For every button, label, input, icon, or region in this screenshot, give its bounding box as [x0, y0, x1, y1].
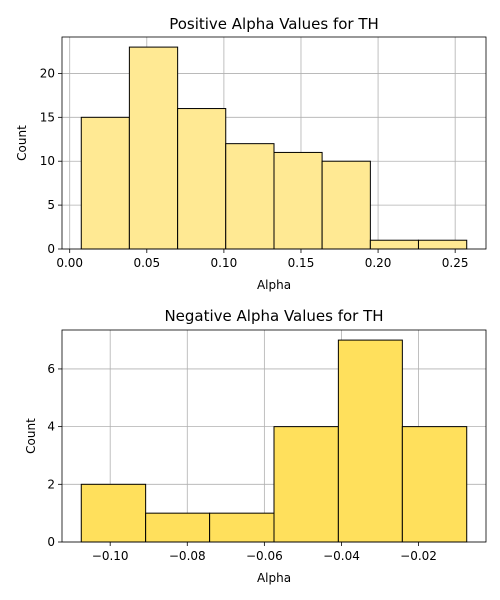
plot-frame [61, 36, 487, 250]
negative-alpha-histogram: −0.10 −0.08 −0.06 −0.04 −0.02 0 2 4 6 Negative Al… [24, 307, 487, 585]
chart-title: Positive Alpha Values for TH [169, 15, 379, 33]
y-tick-label: 0 [47, 242, 55, 256]
histogram-bar [128, 46, 179, 250]
histogram-bar [80, 116, 130, 250]
y-tick-label: 2 [47, 477, 55, 491]
histogram-bar [369, 239, 419, 250]
x-tick-label: 0.15 [288, 256, 315, 270]
y-tick-label: 6 [47, 362, 55, 376]
x-tick-label: 0.05 [133, 256, 160, 270]
x-tick-label: −0.02 [400, 549, 437, 563]
histogram-bar [273, 426, 339, 543]
y-tick-label: 0 [47, 535, 55, 549]
histogram-bar [225, 143, 275, 250]
plot-frame [61, 329, 487, 543]
x-tick-label: 0.25 [442, 256, 469, 270]
x-tick-label: −0.10 [92, 549, 129, 563]
histogram-bar [80, 483, 147, 543]
x-tick-label: 0.00 [56, 256, 83, 270]
x-tick-label: 0.20 [365, 256, 392, 270]
histogram-bar [177, 108, 227, 250]
x-tick-label: 0.10 [211, 256, 238, 270]
y-tick-label: 10 [40, 154, 55, 168]
histogram-bar [321, 160, 371, 250]
x-tick-label: −0.04 [323, 549, 360, 563]
x-axis-label: Alpha [257, 571, 291, 585]
histogram-bar [209, 512, 275, 543]
y-tick-label: 20 [40, 66, 55, 80]
y-axis-label: Count [15, 125, 29, 161]
x-tick-label: −0.08 [169, 549, 206, 563]
positive-alpha-histogram: 0.00 0.05 0.10 0.15 0.20 0.25 0 5 10 15 20 Positive… [15, 15, 487, 292]
y-tick-label: 15 [40, 110, 55, 124]
y-tick-label: 5 [47, 198, 55, 212]
histogram-bar [145, 512, 211, 543]
y-tick-label: 4 [47, 420, 55, 434]
chart-title: Negative Alpha Values for TH [164, 307, 383, 325]
histogram-bar [273, 151, 323, 250]
histogram-bar [417, 239, 468, 250]
histogram-bar [337, 339, 403, 543]
x-axis-label: Alpha [257, 278, 291, 292]
histogram-bar [401, 426, 468, 543]
x-tick-label: −0.06 [246, 549, 283, 563]
y-axis-label: Count [24, 418, 38, 454]
